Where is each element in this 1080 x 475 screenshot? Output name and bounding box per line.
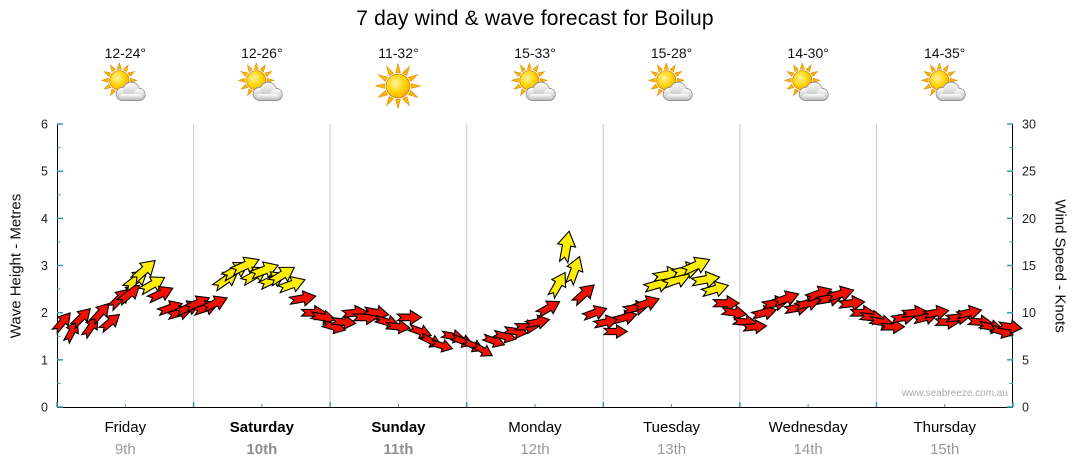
day-name: Monday [508, 419, 562, 436]
weather-icon [876, 63, 1013, 117]
svg-text:0: 0 [41, 401, 48, 415]
weather-icon [330, 63, 467, 117]
day-temp: 15-33° [514, 45, 556, 61]
weather-icon [740, 63, 877, 117]
day-date-row: 9th 10th 11th 12th 13th 14th 15th [57, 441, 1013, 458]
svg-text:15: 15 [1022, 259, 1036, 273]
day-date: 10th [246, 441, 278, 458]
svg-text:3: 3 [41, 259, 48, 273]
weather-icon [57, 63, 194, 117]
day-name: Saturday [229, 419, 294, 436]
svg-text:1: 1 [41, 353, 48, 367]
day-temp: 11-32° [378, 45, 419, 61]
day-date: 13th [656, 441, 687, 458]
right-axis-label: Wind Speed - Knots [1051, 199, 1069, 333]
day-name: Tuesday [643, 419, 701, 436]
day-name: Sunday [371, 419, 426, 436]
weather-icon [603, 63, 740, 117]
svg-text:6: 6 [41, 118, 48, 132]
svg-text:4: 4 [41, 212, 48, 226]
day-name: Wednesday [768, 419, 848, 436]
day-date: 9th [114, 441, 136, 458]
svg-text:30: 30 [1022, 118, 1036, 132]
day-temp: 14-30° [787, 45, 829, 61]
left-axis-label: Wave Height - Metres [7, 193, 25, 339]
svg-text:5: 5 [1022, 353, 1029, 367]
day-name-row: Friday Saturday Sunday Monday Tuesday We… [57, 419, 1013, 436]
day-name: Thursday [913, 419, 976, 436]
day-temp: 14-35° [924, 45, 966, 61]
weather-icon [194, 63, 331, 117]
svg-text:5: 5 [41, 165, 48, 179]
day-name: Friday [104, 419, 147, 436]
day-date: 14th [793, 441, 823, 458]
day-temp: 15-28° [650, 45, 693, 61]
watermark: www.seabreeze.com.au [901, 388, 1008, 399]
day-temp: 12-24° [104, 45, 146, 61]
weather-icon [467, 63, 604, 117]
temperature-row: 12-24° 12-26° 11-32° 15-33° 15-28° 14-30… [57, 45, 1013, 61]
day-date: 12th [520, 441, 550, 458]
chart-title: 7 day wind & wave forecast for Boilup [356, 7, 714, 30]
weather-icon-row [57, 63, 1013, 117]
svg-text:2: 2 [41, 306, 48, 320]
svg-text:0: 0 [1022, 401, 1029, 415]
svg-text:10: 10 [1022, 306, 1036, 320]
day-date: 11th [383, 441, 414, 458]
svg-text:25: 25 [1022, 165, 1036, 179]
day-temp: 12-26° [241, 45, 283, 61]
day-date: 15th [930, 441, 960, 458]
svg-text:20: 20 [1022, 212, 1036, 226]
